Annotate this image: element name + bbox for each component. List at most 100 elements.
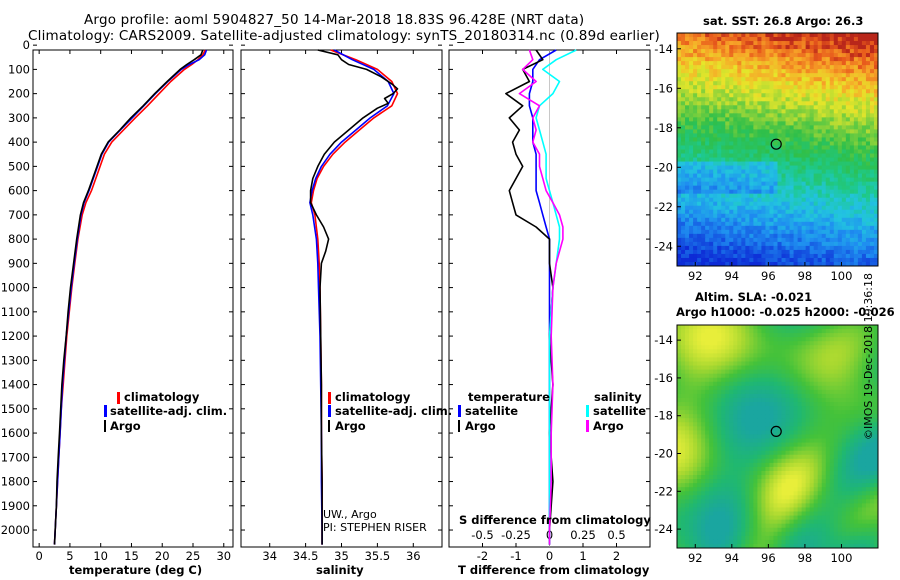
sst-cell [709, 33, 714, 38]
sla-cell [681, 381, 686, 387]
sla-cell [873, 357, 879, 362]
sla-cell [685, 349, 690, 354]
sla-cell [709, 438, 714, 444]
sla-cell [777, 325, 783, 330]
sla-cell [729, 385, 734, 391]
sst-cell [825, 249, 831, 255]
sst-cell [781, 217, 787, 223]
sla-cell [729, 389, 734, 395]
sst-cell [829, 85, 835, 90]
sla-cell [821, 337, 827, 342]
sst-cell [721, 145, 726, 150]
sst-cell [813, 149, 819, 155]
sla-cell [761, 353, 766, 358]
sst-cell [853, 217, 859, 223]
sst-cell [721, 165, 726, 171]
sla-cell [745, 385, 750, 391]
sla-cell [677, 393, 682, 399]
sst-cell [845, 89, 851, 94]
sst-cell [845, 117, 851, 122]
sst-cell [837, 41, 843, 46]
sla-cell [705, 442, 710, 448]
sla-cell [873, 369, 879, 375]
sla-cell [869, 373, 875, 379]
sla-cell [689, 475, 694, 480]
sst-cell [813, 93, 819, 98]
sst-cell [753, 209, 758, 215]
sst-cell [845, 85, 851, 90]
sst-cell [725, 53, 730, 58]
sst-cell [785, 41, 791, 46]
sst-cell [829, 213, 835, 219]
sst-cell [737, 233, 742, 239]
sla-cell [713, 438, 718, 444]
sla-cell [697, 470, 702, 476]
sst-cell [773, 77, 778, 82]
sla-cell [689, 393, 694, 399]
sst-cell [749, 157, 754, 163]
sla-cell [749, 349, 754, 354]
sst-cell [817, 165, 823, 171]
sst-cell [709, 165, 714, 171]
sla-cell [765, 454, 770, 460]
sst-cell [797, 57, 803, 62]
sst-cell [765, 37, 770, 42]
sst-cell [829, 201, 835, 207]
sst-cell [821, 177, 827, 183]
sst-cell [781, 101, 787, 106]
sla-cell [701, 470, 706, 476]
sst-cell [777, 129, 783, 134]
sla-cell [833, 458, 839, 464]
sst-cell [809, 57, 815, 62]
sla-cell [701, 361, 706, 367]
sst-cell [837, 149, 843, 155]
sst-cell [685, 225, 690, 231]
sst-cell [825, 129, 831, 134]
sla-cell [757, 426, 762, 431]
sst-cell [793, 89, 799, 94]
sst-cell [761, 97, 766, 102]
sst-cell [785, 97, 791, 102]
sst-cell [685, 69, 690, 74]
sst-cell [737, 141, 742, 146]
sst-cell [817, 185, 823, 191]
sla-cell [773, 385, 778, 391]
sst-cell [841, 225, 847, 231]
sla-cell [845, 393, 851, 399]
sla-cell [749, 333, 754, 338]
sla-cell [741, 402, 746, 407]
sla-cell [813, 361, 819, 367]
sla-cell [725, 325, 730, 330]
sst-cell [725, 181, 730, 187]
sla-cell [741, 393, 746, 399]
sst-cell [865, 237, 871, 243]
sst-cell [833, 65, 839, 70]
sst-cell [725, 177, 730, 183]
sst-cell [709, 109, 714, 114]
sla-cell [757, 466, 762, 472]
sla-cell [757, 422, 762, 427]
sla-cell [825, 393, 831, 399]
sla-cell [845, 438, 851, 444]
sst-cell [689, 261, 694, 267]
sla-cell [681, 397, 686, 403]
sst-cell [713, 177, 718, 183]
sst-cell [857, 173, 863, 179]
sst-cell [685, 209, 690, 215]
sla-cell [733, 393, 738, 399]
sla-cell [857, 385, 863, 391]
sst-cell [817, 101, 823, 106]
sla-cell [781, 402, 787, 407]
sla-cell [857, 430, 863, 435]
sla-cell [709, 357, 714, 362]
sst-cell [809, 105, 815, 110]
sla-cell [865, 333, 871, 338]
sst-cell [769, 113, 774, 118]
sst-cell [789, 113, 795, 118]
sla-cell [845, 337, 851, 342]
sla-cell [721, 357, 726, 362]
sst-cell [705, 133, 710, 138]
sst-cell [837, 153, 843, 159]
sst-cell [701, 205, 706, 211]
sst-cell [789, 61, 795, 66]
